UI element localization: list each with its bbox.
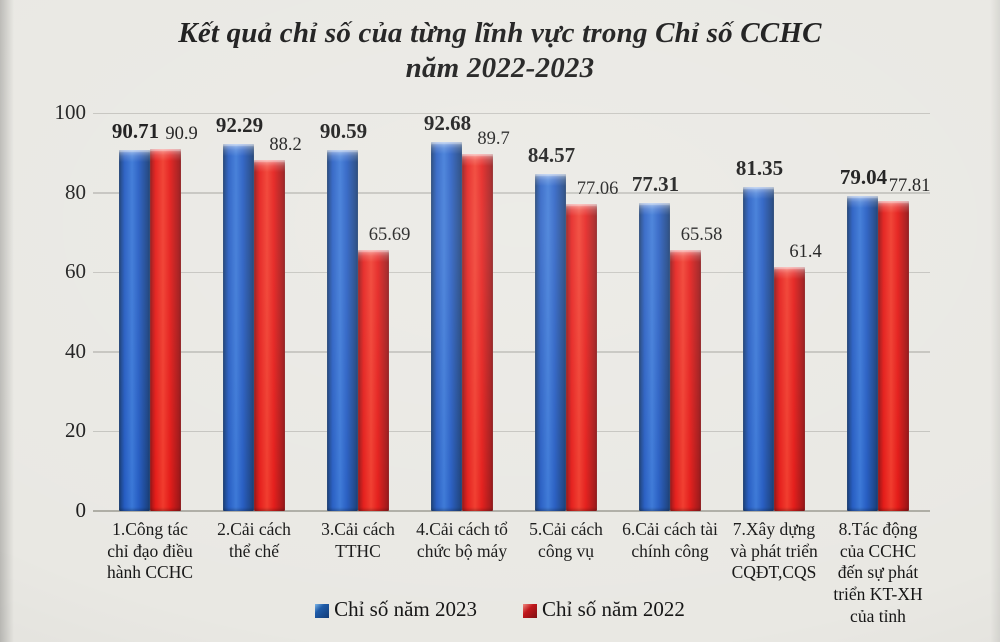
y-tick-label: 20	[65, 418, 86, 443]
bar-2022-cat4	[462, 154, 493, 511]
legend-swatch-icon	[523, 603, 537, 618]
bar-2022-cat8	[878, 201, 909, 511]
bar-value-label: 79.04	[839, 165, 888, 190]
y-tick-label: 0	[75, 498, 87, 522]
bar-value-label: 84.57	[527, 143, 576, 168]
x-category-label: 2.Cải cách thể chế	[217, 519, 291, 561]
bar-value-label: 81.35	[735, 156, 784, 181]
legend: Chỉ số năm 2023 Chỉ số năm 2022	[0, 597, 1000, 622]
legend-label: Chỉ số năm 2023	[334, 597, 477, 621]
chart-title: Kết quả chỉ số của từng lĩnh vực trong C…	[178, 17, 822, 85]
bar-2023-cat3	[327, 150, 358, 511]
bar-value-label: 90.71	[111, 118, 160, 143]
x-axis-line	[93, 510, 930, 512]
y-tick-label: 80	[65, 179, 86, 204]
bar-2023-cat4	[431, 142, 462, 511]
bar-2022-cat3	[358, 249, 389, 511]
x-category-label: 4.Cải cách tổ chức bộ máy	[416, 519, 508, 561]
bar-value-label: 65.69	[368, 224, 411, 245]
legend-swatch-icon	[315, 603, 330, 618]
bar-value-label: 88.2	[269, 134, 302, 155]
x-category-label: 7.Xây dựng và phát triển CQĐT,CQS	[730, 519, 818, 583]
x-category-label: 6.Cải cách tài chính công	[622, 519, 718, 561]
bar-2023-cat5	[535, 174, 566, 511]
y-tick-label: 40	[65, 338, 86, 363]
bar-2022-cat1	[150, 149, 181, 511]
bar-value-label: 90.9	[165, 124, 198, 145]
x-category-label: 3.Cải cách TTHC	[321, 519, 395, 561]
legend-item-2022: Chỉ số năm 2022	[523, 597, 685, 622]
bar-value-label: 77.06	[576, 179, 619, 200]
bar-value-label: 61.4	[789, 241, 822, 262]
bar-2023-cat2	[223, 143, 254, 511]
bar-value-label: 92.29	[215, 112, 264, 137]
bar-value-label: 89.7	[477, 129, 510, 149]
plot-area: 0 20 40 60 80 100 90.71 90.9 1.Công tác chỉ đạo …	[55, 100, 931, 626]
gridline	[93, 112, 930, 114]
bar-value-label: 77.31	[631, 172, 680, 197]
bar-value-label: 77.81	[888, 176, 931, 197]
bar-value-label: 65.58	[680, 225, 723, 245]
legend-item-2023: Chỉ số năm 2023	[315, 597, 477, 622]
y-tick-label: 100	[54, 100, 87, 124]
bar-2023-cat1	[119, 149, 150, 511]
bar-2022-cat6	[670, 250, 701, 511]
bar-value-label: 92.68	[423, 111, 472, 136]
bar-2022-cat5	[566, 204, 597, 511]
x-category-label: 1.Công tác chỉ đạo điều hành CCHC	[106, 519, 194, 583]
bar-2023-cat7	[743, 187, 774, 511]
bar-value-label: 90.59	[319, 119, 368, 144]
legend-label: Chỉ số năm 2022	[542, 597, 685, 621]
bar-2023-cat8	[847, 196, 878, 511]
gridline	[93, 351, 930, 353]
gridline	[93, 271, 930, 274]
bar-2022-cat2	[254, 159, 285, 511]
bar-2022-cat7	[774, 266, 805, 511]
x-category-label: 5.Cải cách công vụ	[529, 519, 603, 561]
y-tick-label: 60	[65, 259, 86, 284]
gridline	[93, 430, 930, 433]
bar-2023-cat6	[639, 203, 670, 511]
x-category-label: 8.Tác động của CCHC đến sự phát triển KT…	[833, 519, 923, 626]
gridline	[93, 192, 930, 194]
